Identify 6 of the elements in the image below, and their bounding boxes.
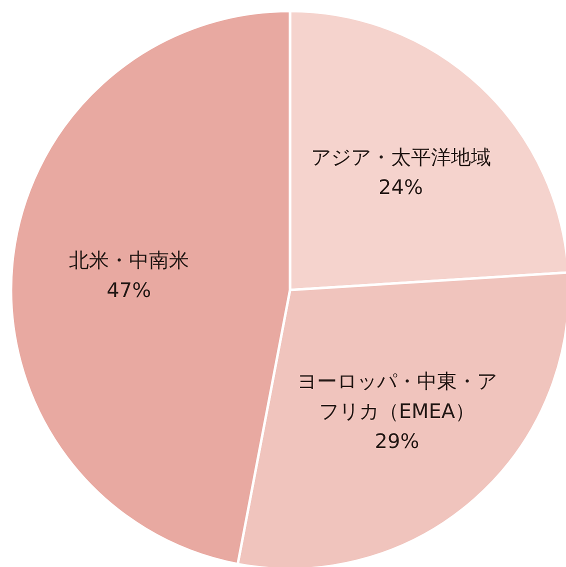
- slice-label: ヨーロッパ・中東・アフリカ（EMEA）: [296, 368, 498, 426]
- data-label: 47%: [106, 276, 152, 304]
- data-label: 24%: [378, 174, 424, 202]
- slice-label: アジア・太平洋地域: [310, 144, 492, 172]
- slice-label: 北米・中南米: [68, 246, 190, 274]
- data-label: 29%: [374, 428, 420, 456]
